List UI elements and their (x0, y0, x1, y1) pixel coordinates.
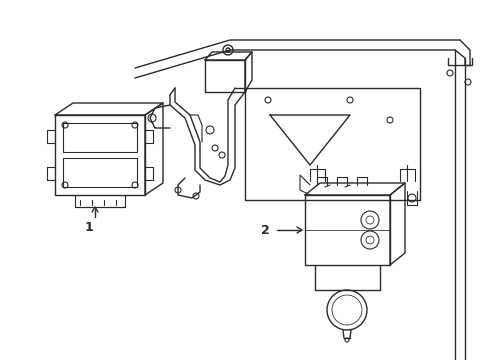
Text: 1: 1 (84, 221, 93, 234)
Text: 2: 2 (261, 224, 269, 237)
